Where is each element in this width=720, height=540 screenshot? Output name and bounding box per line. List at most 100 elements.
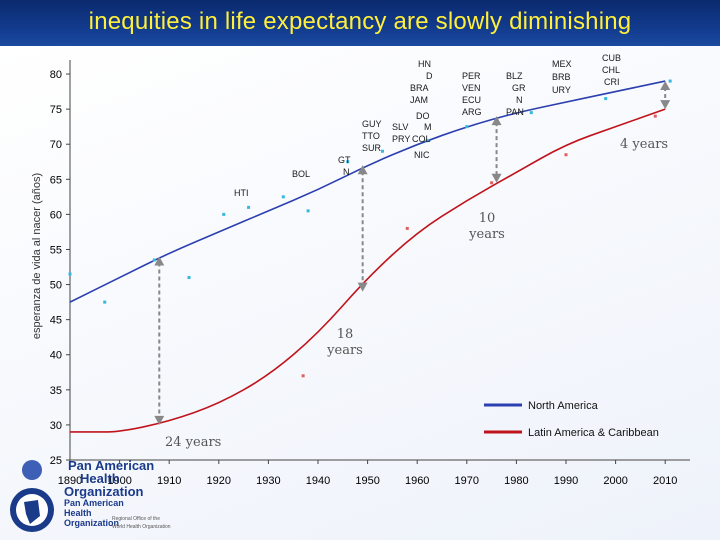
country-label-gt: GT: [338, 155, 351, 165]
y-tick-label: 30: [50, 420, 62, 432]
north-america-point: [425, 139, 429, 143]
series-lines: [69, 80, 666, 433]
gap-arrow-head-down: [154, 415, 165, 425]
life-expectancy-chart: esperanza de vida al nacer (años) 25 30 35…: [31, 53, 690, 487]
country-label-blz: BLZ: [506, 71, 523, 81]
y-tick-labels: 25 30 35 40 45 50 55 60 65 70 75 80: [50, 69, 70, 467]
x-tick-label: 1950: [355, 475, 379, 487]
x-tick-label: 1920: [207, 475, 231, 487]
paho-emblem-icon: [22, 460, 42, 480]
latin-america-point: [301, 374, 305, 378]
paho-logo: Pan American Health Organization Pan Ame…: [10, 458, 171, 532]
scatter-points: [68, 79, 672, 378]
paho-small-line3: Organization: [64, 518, 119, 528]
gap-label-value: 18: [337, 327, 354, 342]
title-banner: inequities in life expectancy are slowly…: [0, 0, 720, 46]
north-america-point: [68, 272, 72, 276]
country-label-bra: BRA: [410, 83, 429, 93]
paho-small-line2: Health: [64, 508, 92, 518]
country-label-do: DO: [416, 111, 430, 121]
x-tick-label: 1960: [405, 475, 429, 487]
legend: North America Latin America & Caribbean: [484, 400, 659, 439]
slide-title: inequities in life expectancy are slowly…: [88, 8, 632, 35]
y-tick-label: 70: [50, 139, 62, 151]
y-tick-label: 80: [50, 69, 62, 81]
y-tick-label: 25: [50, 455, 62, 467]
gap-label-unit: years: [468, 227, 505, 242]
country-label-per: PER: [462, 71, 481, 81]
legend-label-north-america: North America: [528, 400, 599, 412]
x-tick-label: 1910: [157, 475, 181, 487]
gap-arrow-head-up: [154, 256, 165, 266]
y-tick-label: 35: [50, 385, 62, 397]
x-tick-label: 2010: [653, 475, 677, 487]
paho-name-line3: Organization: [64, 484, 144, 499]
north-america-line: [69, 80, 666, 303]
paho-small-line1: Pan American: [64, 498, 124, 508]
y-tick-label: 40: [50, 350, 62, 362]
country-label-cub: CUB: [602, 53, 621, 63]
paho-name-line2: Health: [80, 471, 120, 486]
y-tick-label: 60: [50, 209, 62, 221]
gap-label-unit: years: [326, 343, 363, 358]
map-background: [0, 46, 720, 540]
north-america-point: [103, 300, 107, 304]
y-tick-label: 50: [50, 280, 62, 292]
gap-arrow-head-down: [660, 100, 671, 110]
x-tick-label: 1940: [306, 475, 330, 487]
paho-name-line1: Pan American: [68, 458, 154, 473]
country-label-cri: CRI: [604, 77, 620, 87]
x-tick-labels: 1890 1900 1910 1920 1930 1940 1950 1960 1970 1980…: [58, 460, 677, 487]
country-label-ven: VEN: [462, 83, 481, 93]
country-label-arg: ARG: [462, 107, 482, 117]
paho-tagline-2: World Health Organization: [112, 524, 171, 530]
country-label-col: COL: [412, 134, 431, 144]
country-label-sur: SUR: [362, 143, 382, 153]
latin-america-point: [653, 114, 657, 118]
y-tick-label: 75: [50, 104, 62, 116]
north-america-point: [346, 160, 350, 164]
country-label-ury: URY: [552, 85, 571, 95]
x-tick-label: 2000: [603, 475, 627, 487]
y-tick-label: 55: [50, 244, 62, 256]
country-label-n: N: [343, 167, 350, 177]
north-america-point: [222, 212, 226, 216]
gap-label: 24 years: [165, 435, 221, 450]
y-tick-label: 45: [50, 315, 62, 327]
north-america-point: [529, 111, 533, 115]
north-america-point: [465, 125, 469, 129]
country-label-tto: TTO: [362, 131, 380, 141]
country-label-brb: BRB: [552, 72, 571, 82]
latin-america-point: [490, 181, 494, 185]
x-tick-label: 1900: [107, 475, 131, 487]
north-america-point: [281, 195, 285, 199]
x-tick-label: 1980: [504, 475, 528, 487]
y-tick-label: 65: [50, 174, 62, 186]
country-label-nic: NIC: [414, 150, 430, 160]
country-label-jam: JAM: [410, 95, 428, 105]
country-label-pan: PAN: [506, 107, 524, 117]
north-america-point: [152, 258, 156, 262]
north-america-point: [380, 149, 384, 153]
y-axis-title: esperanza de vida al nacer (años): [31, 173, 43, 339]
country-label-d: D: [426, 71, 433, 81]
gap-label: 4 years: [620, 137, 668, 152]
x-tick-label: 1890: [58, 475, 82, 487]
country-label-guy: GUY: [362, 119, 382, 129]
latin-america-point: [405, 226, 409, 230]
axes: [69, 60, 690, 461]
country-labels: BOL HTI GT N GUY TTO SUR HN D BRA JAM DO SLV M PRY COL N…: [234, 53, 621, 198]
gap-arrow-head-up: [357, 165, 368, 175]
paho-tagline-1: Regional Office of the: [112, 516, 160, 522]
gap-label-value: 10: [479, 211, 496, 226]
gap-arrow-head-up: [491, 116, 502, 126]
north-america-point: [247, 205, 251, 209]
x-tick-label: 1970: [455, 475, 479, 487]
gap-arrow-head-down: [357, 282, 368, 292]
x-tick-label: 1930: [256, 475, 280, 487]
country-label-ecu: ECU: [462, 95, 481, 105]
x-tick-label: 1990: [554, 475, 578, 487]
country-label-hti: HTI: [234, 188, 249, 198]
gap-arrow-head-up: [660, 81, 671, 91]
